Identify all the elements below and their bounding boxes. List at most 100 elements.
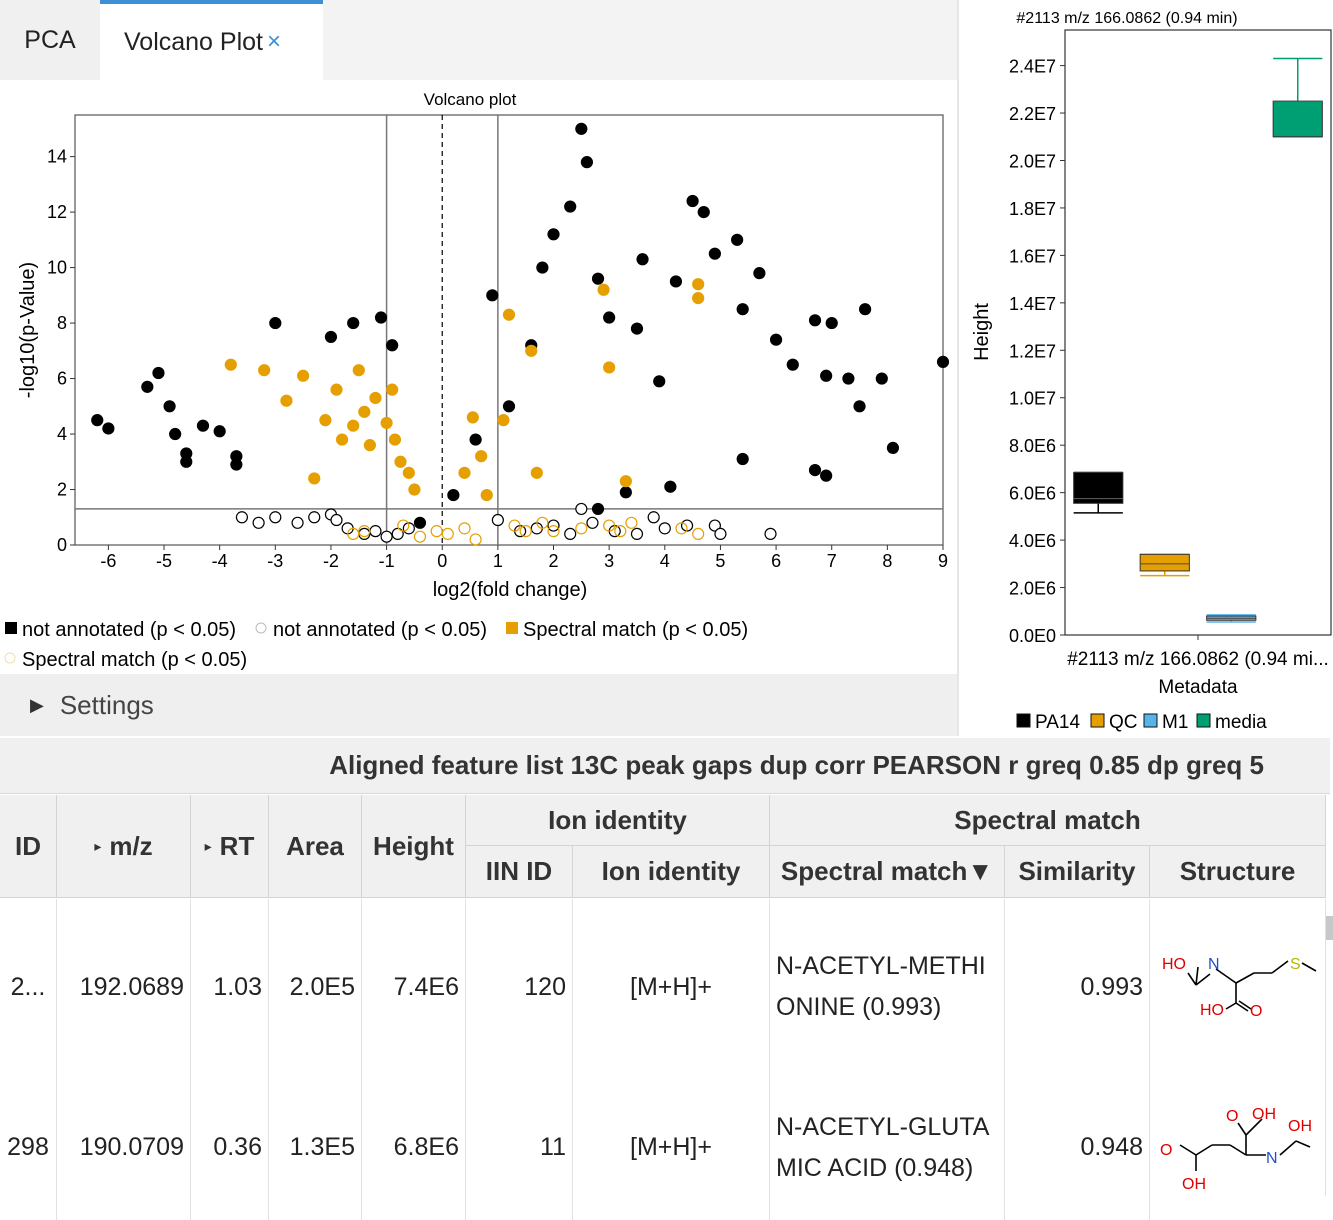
data-point bbox=[102, 422, 115, 435]
data-point bbox=[692, 291, 705, 305]
col-header-area[interactable]: Area bbox=[269, 795, 362, 898]
table-scrollbar[interactable] bbox=[1326, 916, 1333, 940]
x-tick-label: -3 bbox=[267, 551, 283, 571]
data-point bbox=[196, 419, 210, 432]
cell-rt: 1.03 bbox=[191, 899, 269, 1075]
close-icon[interactable]: × bbox=[267, 28, 282, 55]
y-tick-label: 0.0E0 bbox=[1009, 626, 1056, 646]
data-point bbox=[653, 375, 666, 388]
data-point bbox=[769, 333, 783, 346]
data-point bbox=[647, 511, 660, 524]
atom-s: S bbox=[1290, 956, 1301, 973]
data-point bbox=[180, 455, 193, 468]
data-point bbox=[619, 475, 632, 488]
atom-o: O bbox=[1250, 1003, 1262, 1020]
x-tick-label: 1 bbox=[493, 551, 503, 571]
col-header-ion-identity[interactable]: Ion identity bbox=[573, 846, 770, 898]
box-xlabel-metadata: Metadata bbox=[1158, 677, 1238, 698]
y-tick-label: 2.4E7 bbox=[1009, 57, 1056, 77]
box-plot-title: #2113 m/z 166.0862 (0.94 min) bbox=[1016, 10, 1237, 27]
legend-spectral-match-sig: Spectral match (p < 0.05) bbox=[523, 619, 748, 641]
legend-not-annotated-nonsig: not annotated (p < 0.05) bbox=[273, 619, 487, 641]
col-header-rt[interactable]: ▸ RT bbox=[191, 795, 269, 898]
data-point bbox=[388, 433, 402, 446]
y-tick-label: 1.2E7 bbox=[1009, 341, 1056, 361]
data-point bbox=[475, 450, 488, 463]
legend-swatch bbox=[1090, 713, 1105, 728]
data-point bbox=[547, 525, 560, 538]
col-header-match-label: Spectral match▼ bbox=[780, 856, 994, 886]
data-point bbox=[820, 469, 833, 482]
box-qc bbox=[1139, 553, 1190, 572]
data-point bbox=[502, 308, 516, 321]
legend-label: QC bbox=[1109, 712, 1138, 733]
y-tick-label: 8.0E6 bbox=[1009, 436, 1056, 456]
y-tick-label: 0 bbox=[57, 535, 67, 555]
cell-mz: 190.0709 bbox=[57, 1075, 191, 1220]
data-point bbox=[603, 361, 616, 374]
match-name-line2: ONINE (0.993) bbox=[776, 993, 942, 1021]
col-header-sim-label: Similarity bbox=[1018, 856, 1136, 886]
x-tick-label: 7 bbox=[827, 551, 837, 571]
data-point bbox=[564, 200, 577, 213]
data-point bbox=[658, 522, 671, 535]
col-header-iin-id[interactable]: IIN ID bbox=[466, 846, 573, 898]
data-point bbox=[591, 502, 605, 516]
col-header-similarity[interactable]: Similarity bbox=[1005, 846, 1150, 898]
data-point bbox=[413, 516, 427, 529]
col-header-id[interactable]: ID bbox=[0, 795, 57, 898]
tab-pca[interactable]: PCA bbox=[0, 0, 101, 80]
data-point bbox=[358, 405, 371, 418]
legend-swatch bbox=[1016, 713, 1031, 728]
data-point bbox=[319, 414, 332, 427]
data-point bbox=[447, 488, 460, 502]
atom-o: O bbox=[1160, 1142, 1172, 1159]
structure-n-acetyl-methionine: HO N S HO O bbox=[1162, 956, 1317, 1020]
col-header-id-label: ID bbox=[15, 830, 41, 861]
cell-spectral-match: N-ACETYL-GLUTA MIC ACID (0.948) bbox=[770, 1075, 1005, 1220]
data-point bbox=[352, 364, 365, 377]
data-point bbox=[297, 369, 310, 382]
data-point bbox=[508, 519, 521, 532]
col-header-spectral-match[interactable]: Spectral match▼ bbox=[770, 846, 1005, 898]
col-header-mz[interactable]: ▸ m/z bbox=[57, 795, 191, 898]
col-header-rt-label: RT bbox=[219, 830, 255, 861]
data-point bbox=[386, 339, 399, 352]
data-point bbox=[547, 228, 560, 241]
cell-height: 7.4E6 bbox=[362, 899, 466, 1075]
data-point bbox=[786, 358, 799, 371]
data-point bbox=[502, 400, 516, 413]
data-point bbox=[213, 425, 226, 438]
col-header-structure[interactable]: Structure bbox=[1150, 846, 1326, 898]
col-header-height[interactable]: Height bbox=[362, 795, 466, 898]
data-point bbox=[391, 527, 404, 541]
col-header-struct-label: Structure bbox=[1179, 856, 1296, 886]
data-point bbox=[308, 511, 321, 524]
data-point bbox=[363, 439, 376, 452]
data-point bbox=[269, 511, 282, 524]
data-point bbox=[441, 527, 454, 541]
y-tick-label: 2.0E6 bbox=[1009, 579, 1056, 599]
data-point bbox=[586, 516, 599, 529]
x-tick-label: 8 bbox=[882, 551, 892, 571]
data-point bbox=[347, 419, 360, 432]
atom-o-top: O bbox=[1226, 1108, 1238, 1125]
tab-volcano-plot[interactable]: Volcano Plot × bbox=[100, 0, 323, 80]
data-point bbox=[936, 355, 950, 369]
legend-spectral-match-nonsig: Spectral match (p < 0.05) bbox=[22, 649, 247, 671]
data-point bbox=[519, 525, 532, 538]
cell-structure: HO N S HO O bbox=[1150, 899, 1326, 1075]
x-tick-label: 9 bbox=[938, 551, 948, 571]
x-tick-label: 0 bbox=[437, 551, 447, 571]
data-point bbox=[141, 380, 154, 393]
legend-label: M1 bbox=[1162, 712, 1188, 733]
atom-n: N bbox=[1208, 956, 1220, 973]
data-point bbox=[480, 488, 493, 502]
settings-toggle[interactable]: ▶ Settings bbox=[0, 674, 957, 736]
volcano-title: Volcano plot bbox=[424, 90, 517, 109]
tab-volcano-label: Volcano Plot bbox=[124, 27, 263, 56]
legend-swatch-nonsig bbox=[255, 622, 267, 634]
data-point bbox=[753, 267, 766, 280]
cell-similarity: 0.948 bbox=[1005, 1075, 1150, 1220]
x-tick-label: 4 bbox=[660, 551, 670, 571]
